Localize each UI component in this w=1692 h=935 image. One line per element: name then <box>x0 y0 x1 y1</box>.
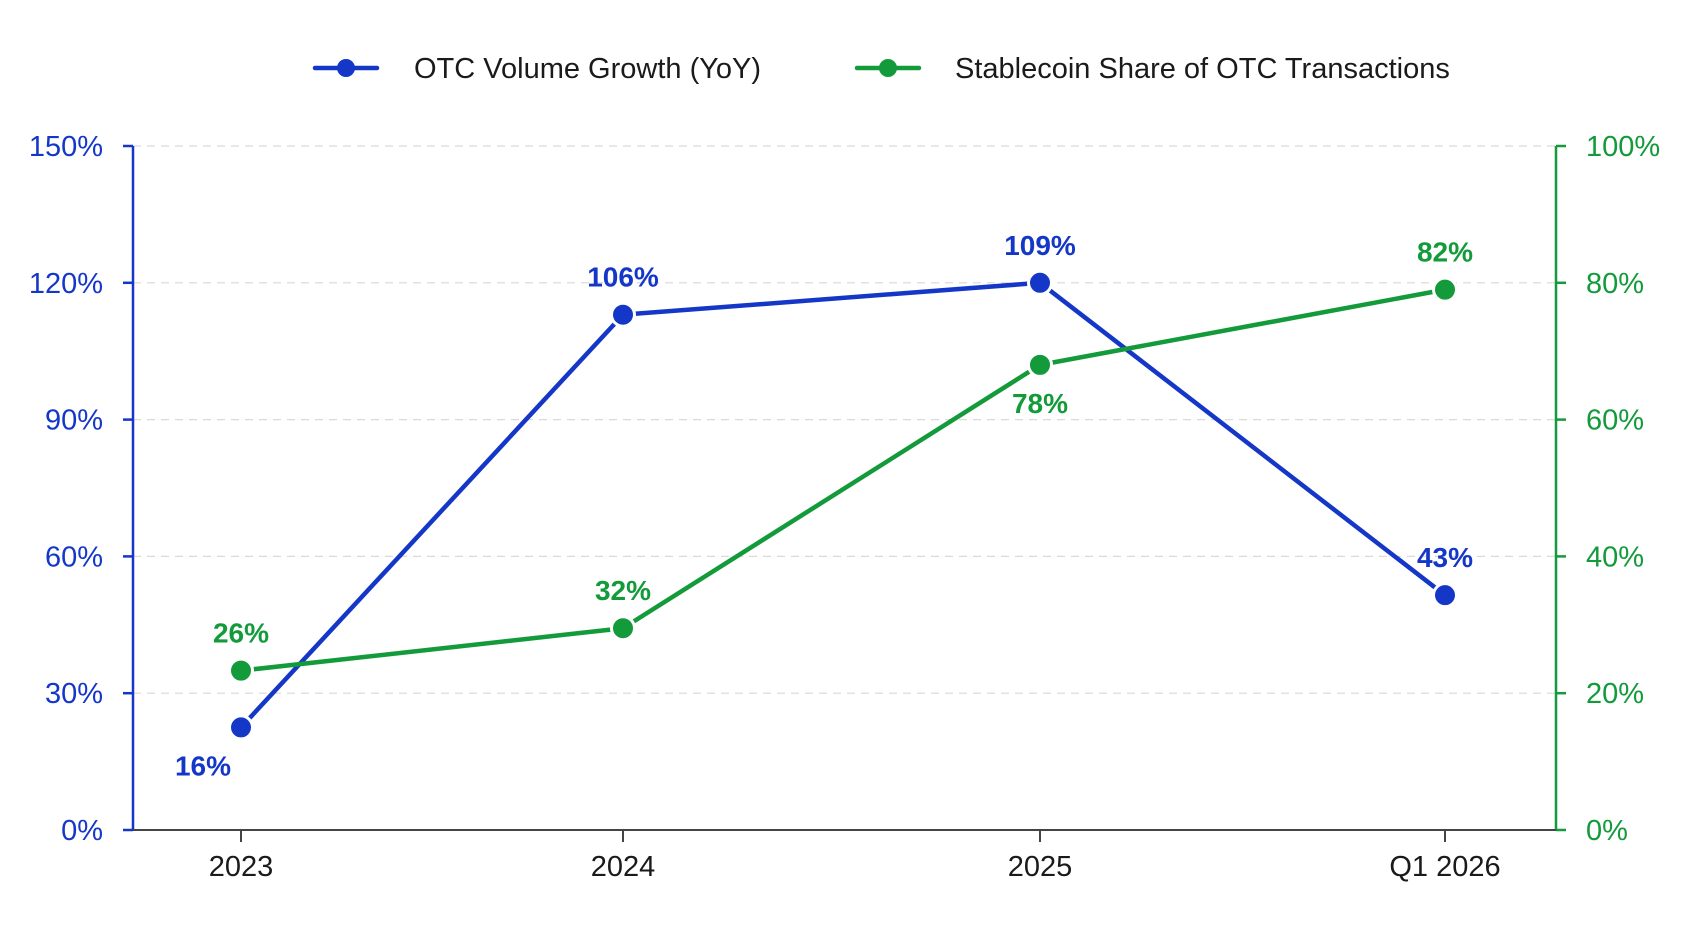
legend: OTC Volume Growth (YoY) Stablecoin Share … <box>312 53 1450 85</box>
data-label: 82% <box>1417 237 1473 268</box>
data-point <box>610 301 636 328</box>
series-line <box>238 280 1448 730</box>
right-axis-tick-label: 60% <box>1586 405 1644 437</box>
data-point <box>1027 351 1053 378</box>
x-axis-tick-label: 2024 <box>591 851 656 883</box>
left-axis-tick-label: 90% <box>45 405 103 437</box>
x-axis-tick-label: 2025 <box>1008 851 1073 883</box>
data-label: 16% <box>175 750 231 781</box>
data-point <box>1432 582 1458 609</box>
data-label: 32% <box>595 575 651 606</box>
data-point <box>228 657 254 684</box>
data-point <box>1432 276 1458 303</box>
data-point <box>610 615 636 642</box>
x-axis-tick-label: Q1 2026 <box>1389 851 1500 883</box>
right-axis-tick-label: 40% <box>1586 541 1644 573</box>
legend-label: Stablecoin Share of OTC Transactions <box>955 53 1450 85</box>
legend-label: OTC Volume Growth (YoY) <box>414 53 761 85</box>
legend-dot-marker <box>879 59 897 77</box>
series-line <box>238 287 1448 673</box>
left-axis-tick-label: 150% <box>29 131 103 163</box>
data-point <box>1027 269 1053 296</box>
data-label: 109% <box>1004 230 1076 261</box>
left-axis-tick-label: 120% <box>29 268 103 300</box>
data-label: 78% <box>1012 388 1068 419</box>
data-point <box>228 714 254 741</box>
data-label: 106% <box>587 262 659 293</box>
data-label: 26% <box>213 618 269 649</box>
right-axis-tick-label: 100% <box>1586 131 1660 163</box>
left-axis-tick-label: 0% <box>61 815 103 847</box>
data-label: 43% <box>1417 542 1473 573</box>
x-axis-tick-label: 2023 <box>209 851 274 883</box>
series-layer <box>228 269 1458 741</box>
right-axis-tick-label: 0% <box>1586 815 1628 847</box>
left-axis-tick-label: 60% <box>45 541 103 573</box>
right-axis-tick-label: 20% <box>1586 678 1644 710</box>
axes-layer: 0% 30% 60% 90% 120% 150% 0% 20% 40% 60% 80% 100% 202… <box>29 131 1660 883</box>
legend-dot-marker <box>337 59 355 77</box>
left-axis-tick-label: 30% <box>45 678 103 710</box>
data-labels-layer: 16% 106% 109% 43% 26% 32% 78% 82% <box>175 230 1473 782</box>
right-axis-tick-label: 80% <box>1586 268 1644 300</box>
